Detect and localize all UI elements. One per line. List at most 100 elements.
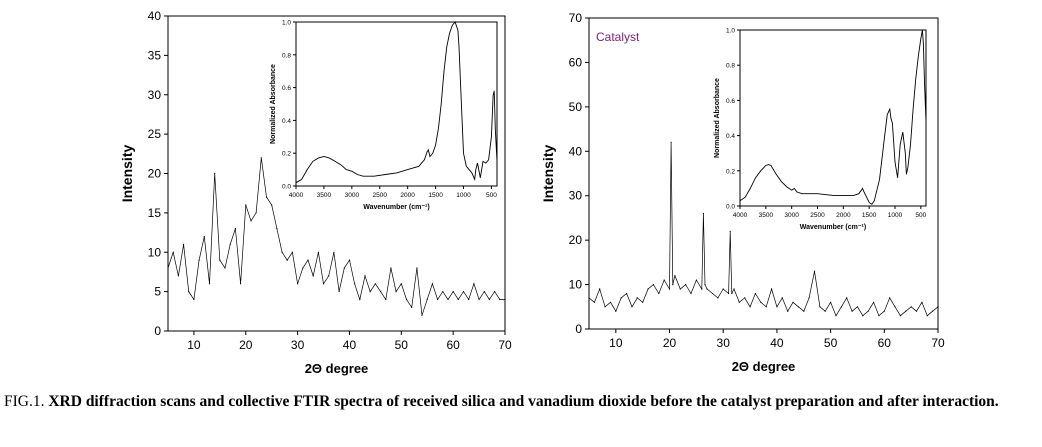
xrd-data-point bbox=[208, 283, 211, 285]
xrd-data-point bbox=[354, 283, 356, 285]
xrd-data-point bbox=[297, 283, 299, 285]
xrd-data-point bbox=[685, 284, 687, 286]
xrd-data-point bbox=[813, 270, 816, 272]
inset-y-tick-label: 0.0 bbox=[726, 204, 735, 211]
inset-frame bbox=[739, 29, 927, 207]
inset-y-axis-label: Normalized Absorbance bbox=[270, 64, 277, 144]
ftir-inset: 4000 3500 3000 2500 2000 1500 1000 500 0.0 0.2 0.4… bbox=[270, 20, 498, 211]
xrd-data-point bbox=[937, 306, 939, 308]
xrd-data-point bbox=[588, 297, 590, 299]
xrd-data-point bbox=[488, 298, 490, 301]
x-tick-label: 20 bbox=[663, 336, 677, 350]
xrd-data-point bbox=[593, 301, 596, 303]
xrd-data-point bbox=[765, 306, 767, 308]
xrd-data-point bbox=[291, 251, 293, 253]
xrd-data-point bbox=[348, 259, 351, 261]
inset-y-axis-label: Normalized Absorbance bbox=[714, 78, 721, 158]
xrd-data-point bbox=[787, 310, 789, 312]
y-tick-label: 10 bbox=[569, 278, 583, 292]
inset-x-tick-label: 500 bbox=[486, 192, 497, 199]
xrd-data-point bbox=[840, 306, 843, 308]
y-axis-label: Intensity bbox=[540, 145, 556, 203]
xrd-data-point bbox=[405, 298, 408, 301]
xrd-data-point bbox=[824, 310, 826, 312]
xrd-data-point bbox=[312, 275, 314, 277]
xrd-data-point bbox=[214, 172, 216, 175]
xrd-data-point bbox=[835, 315, 837, 317]
x-tick-label: 60 bbox=[446, 338, 460, 352]
xrd-data-point bbox=[808, 297, 810, 299]
xrd-data-point bbox=[265, 196, 268, 198]
x-tick-label: 60 bbox=[878, 336, 892, 350]
xrd-data-point bbox=[193, 298, 195, 301]
figure-caption: FIG.1. XRD diffraction scans and collect… bbox=[4, 388, 1040, 416]
xrd-data-point bbox=[322, 283, 325, 285]
x-tick-label: 10 bbox=[187, 338, 201, 352]
xrd-data-point bbox=[717, 297, 719, 299]
xrd-data-point bbox=[636, 297, 638, 299]
xrd-data-point bbox=[499, 298, 501, 301]
inset-x-tick-label: 3000 bbox=[784, 212, 799, 219]
xrd-data-point bbox=[457, 298, 459, 301]
y-axis-label: Intensity bbox=[119, 145, 135, 203]
xrd-data-point bbox=[338, 291, 340, 293]
xrd-data-point bbox=[483, 291, 485, 293]
xrd-data-point bbox=[932, 310, 934, 312]
xrd-data-point bbox=[668, 288, 671, 290]
xrd-data-point bbox=[421, 314, 423, 316]
xrd-data-point bbox=[711, 292, 714, 295]
xrd-data-point bbox=[411, 306, 413, 308]
xrd-data-point bbox=[385, 298, 387, 301]
xrd-data-point bbox=[177, 275, 179, 277]
xrd-data-point bbox=[374, 283, 376, 285]
xrd-data-point bbox=[701, 288, 703, 290]
xrd-data-point bbox=[395, 291, 397, 293]
inset-y-tick-label: 0.2 bbox=[282, 151, 291, 158]
xrd-data-point bbox=[234, 228, 236, 230]
inset-x-tick-label: 2000 bbox=[400, 192, 415, 199]
xrd-data-point bbox=[728, 292, 730, 295]
xrd-data-point bbox=[468, 298, 470, 301]
xrd-data-point bbox=[744, 297, 746, 299]
y-tick-label: 30 bbox=[569, 189, 583, 203]
xrd-data-point bbox=[894, 306, 896, 308]
xrd-data-point bbox=[255, 212, 257, 214]
xrd-data-point bbox=[679, 288, 681, 290]
inset-y-tick-label: 0.8 bbox=[726, 63, 735, 70]
xrd-data-point bbox=[183, 243, 185, 245]
plot-frame bbox=[588, 17, 939, 330]
figure: 10 20 30 40 50 60 70 0 5 10 15 20 25 30 35 40 2Θ degree I… bbox=[119, 9, 945, 376]
xrd-data-point bbox=[819, 306, 821, 308]
xrd-data-point bbox=[846, 297, 848, 299]
x-tick-label: 30 bbox=[291, 338, 305, 352]
inset-y-tick-label: 0.6 bbox=[282, 85, 291, 92]
x-axis-label: 2Θ degree bbox=[305, 361, 369, 376]
inset-frame bbox=[295, 21, 498, 187]
xrd-data-point bbox=[899, 315, 902, 317]
xrd-data-point bbox=[830, 301, 832, 303]
xrd-data-point bbox=[240, 283, 242, 285]
x-tick-label: 10 bbox=[609, 336, 623, 350]
xrd-data-point bbox=[302, 267, 304, 269]
xrd-data-point bbox=[797, 306, 800, 308]
inset-y-tick-label: 0.4 bbox=[282, 118, 291, 125]
xrd-data-point bbox=[203, 235, 205, 238]
xrd-data-point bbox=[915, 310, 918, 312]
inset-y-tick-label: 1.0 bbox=[282, 20, 291, 27]
inset-y-tick-label: 1.0 bbox=[726, 28, 735, 35]
inset-x-axis-label: Wavenumber (cm⁻¹) bbox=[363, 204, 429, 211]
xrd-data-point bbox=[609, 301, 612, 303]
x-tick-label: 30 bbox=[717, 336, 731, 350]
inset-x-axis-label: Wavenumber (cm⁻¹) bbox=[800, 224, 866, 231]
inset-y-tick-label: 0.8 bbox=[282, 52, 291, 59]
xrd-data-point bbox=[333, 251, 335, 253]
xrd-data-point bbox=[604, 306, 606, 308]
inset-x-tick-label: 2500 bbox=[810, 212, 825, 219]
inset-x-tick-label: 500 bbox=[915, 212, 926, 219]
xrd-data-point bbox=[307, 259, 309, 261]
caption-text: XRD diffraction scans and collective FTI… bbox=[48, 393, 999, 410]
xrd-data-point bbox=[426, 298, 428, 301]
xrd-data-point bbox=[286, 259, 288, 261]
xrd-data-point bbox=[738, 301, 740, 303]
xrd-data-point bbox=[731, 292, 733, 295]
